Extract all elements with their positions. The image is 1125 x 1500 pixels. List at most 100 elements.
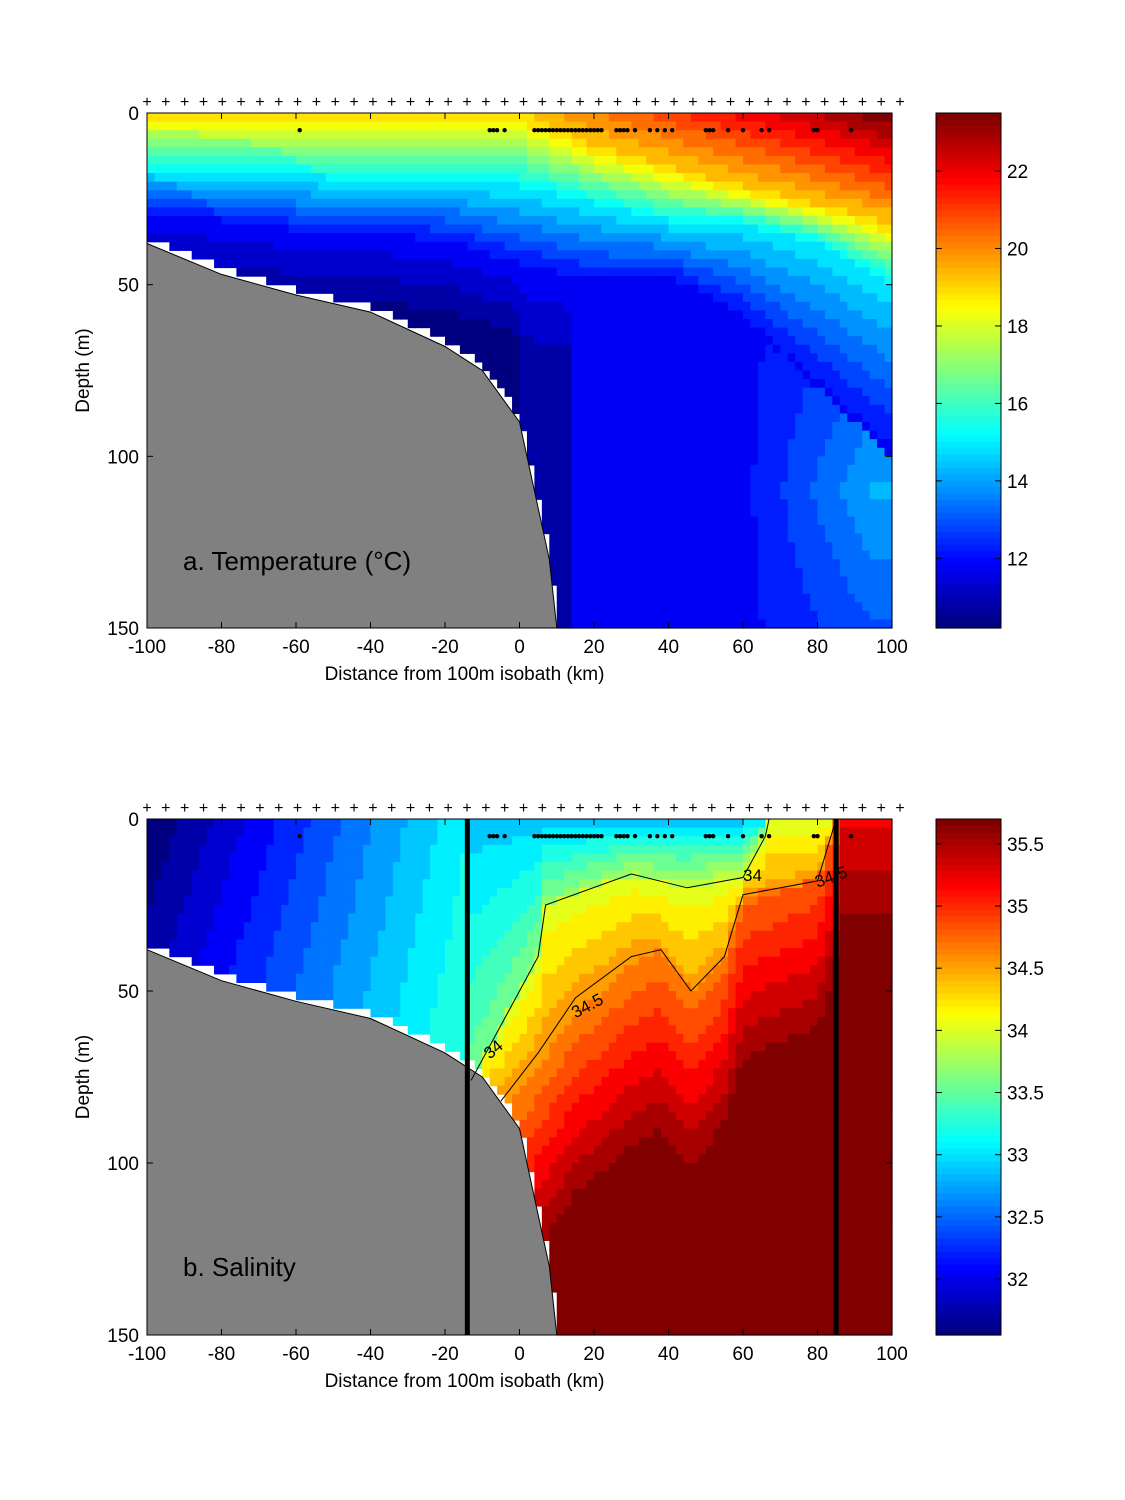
field-cell xyxy=(467,258,476,269)
field-cell xyxy=(780,404,789,415)
field-cell xyxy=(445,155,454,166)
field-cell xyxy=(877,207,886,217)
field-cell xyxy=(817,361,826,372)
field-cell xyxy=(169,836,178,846)
field-cell xyxy=(780,490,789,500)
field-cell xyxy=(713,344,722,354)
field-cell xyxy=(184,224,193,234)
field-cell xyxy=(400,310,409,320)
field-cell xyxy=(824,207,833,217)
field-cell xyxy=(646,413,655,423)
field-cell xyxy=(869,619,878,629)
field-cell xyxy=(638,164,647,174)
field-cell xyxy=(735,559,744,569)
field-cell xyxy=(519,301,528,312)
sample-dot xyxy=(532,128,537,133)
field-cell xyxy=(161,870,170,880)
field-cell xyxy=(668,379,677,389)
field-cell xyxy=(526,344,535,354)
field-cell xyxy=(191,113,200,123)
field-cell xyxy=(556,490,565,500)
field-cell xyxy=(735,482,744,492)
field-cell xyxy=(817,181,826,191)
field-cell xyxy=(385,250,394,260)
field-cell xyxy=(839,276,848,286)
field-cell xyxy=(743,533,752,543)
field-cell xyxy=(214,164,223,174)
field-cell xyxy=(489,224,498,234)
field-cell xyxy=(862,319,871,329)
field-cell xyxy=(824,619,833,629)
field-cell xyxy=(661,233,670,243)
field-cell xyxy=(407,310,416,320)
field-cell xyxy=(690,456,699,466)
field-cell xyxy=(281,164,290,174)
field-cell xyxy=(594,430,603,440)
field-cell xyxy=(594,267,603,277)
field-cell xyxy=(161,155,170,166)
field-cell xyxy=(206,853,215,863)
field-cell xyxy=(243,870,252,880)
field-cell xyxy=(787,567,796,578)
field-cell xyxy=(392,853,401,863)
field-cell xyxy=(497,216,506,226)
field-cell xyxy=(549,550,558,560)
field-cell xyxy=(750,576,759,586)
field-cell xyxy=(743,233,752,243)
field-cell xyxy=(832,344,841,354)
field-cell xyxy=(690,190,699,200)
field-cell xyxy=(862,430,871,440)
field-cell xyxy=(757,173,766,183)
station-marker: + xyxy=(726,94,735,111)
field-cell xyxy=(474,138,483,148)
field-cell xyxy=(571,447,580,457)
field-cell xyxy=(787,276,796,286)
field-cell xyxy=(325,250,334,260)
field-cell xyxy=(184,190,193,200)
field-cell xyxy=(422,147,431,157)
field-cell xyxy=(690,396,699,406)
field-cell xyxy=(452,207,461,217)
field-cell xyxy=(743,542,752,552)
field-cell xyxy=(310,241,319,251)
field-cell xyxy=(728,113,737,123)
x-axis-label: Distance from 100m isobath (km) xyxy=(325,664,605,685)
field-cell xyxy=(340,973,349,983)
colorbar-band xyxy=(936,190,1001,198)
field-cell xyxy=(817,447,826,457)
colorbar-band xyxy=(936,383,1001,391)
field-cell xyxy=(147,198,156,209)
field-cell xyxy=(608,216,617,226)
field-cell xyxy=(638,301,647,312)
field-cell xyxy=(802,121,811,131)
field-cell xyxy=(824,567,833,578)
field-cell xyxy=(340,190,349,200)
field-cell xyxy=(608,155,617,166)
field-cell xyxy=(385,999,394,1009)
field-cell xyxy=(459,216,468,226)
field-cell xyxy=(683,361,692,372)
field-cell xyxy=(765,473,774,483)
field-cell xyxy=(750,284,759,294)
field-cell xyxy=(482,336,491,346)
field-cell xyxy=(251,819,260,829)
field-cell xyxy=(154,164,163,174)
field-cell xyxy=(690,550,699,560)
field-cell xyxy=(675,576,684,586)
field-cell xyxy=(802,559,811,569)
field-cell xyxy=(661,422,670,432)
colorbar-band xyxy=(936,621,1001,629)
field-cell xyxy=(601,284,610,294)
field-cell xyxy=(765,130,774,140)
field-cell xyxy=(683,550,692,560)
field-cell xyxy=(549,567,558,578)
field-cell xyxy=(430,138,439,148)
field-cell xyxy=(690,602,699,612)
field-cell xyxy=(541,353,550,363)
field-cell xyxy=(847,593,856,603)
field-cell xyxy=(772,327,781,337)
field-cell xyxy=(281,147,290,157)
field-cell xyxy=(154,130,163,140)
field-cell xyxy=(765,198,774,209)
field-cell xyxy=(325,973,334,983)
